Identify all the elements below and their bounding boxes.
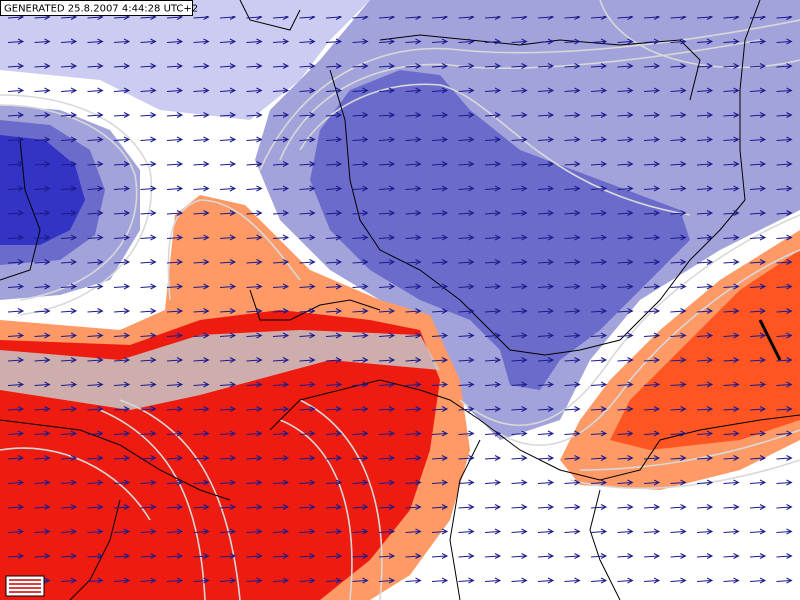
- logo: [5, 575, 45, 597]
- stamp-box: [0, 0, 193, 16]
- generated-stamp: GENERATED 25.8.2007 4:44:28 UTC+2: [4, 4, 198, 15]
- wind-vectors: [0, 16, 800, 600]
